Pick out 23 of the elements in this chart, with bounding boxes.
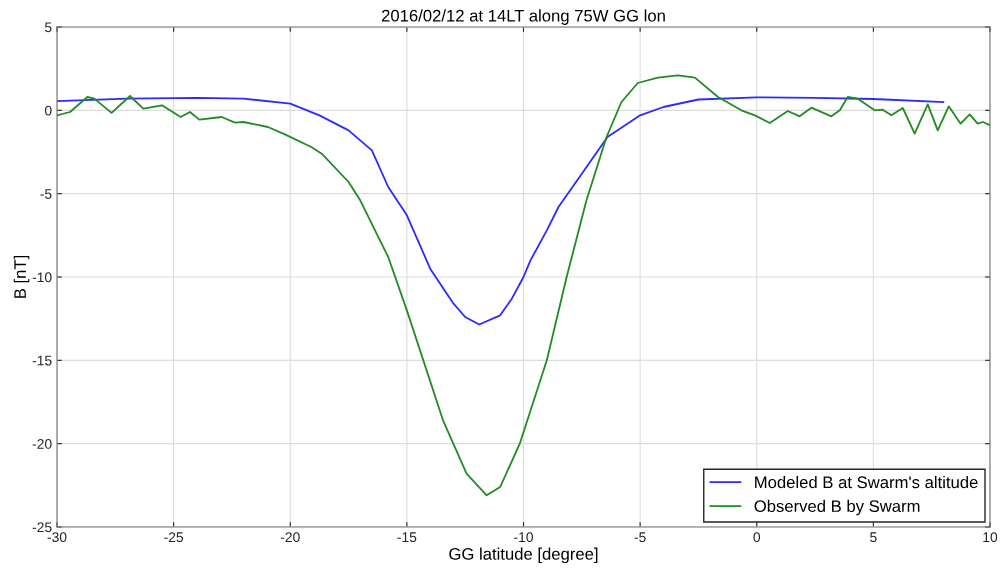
x-tick-label: 5 [870,532,877,543]
x-tick-label: -5 [634,532,646,543]
x-tick-label: -15 [397,532,417,543]
y-tick-label: -20 [32,439,52,449]
legend-label: Modeled B at Swarm's altitude [755,475,978,489]
line-series [57,96,945,326]
chart-title: 2016/02/12 at 14LT along 75W GG lon [381,9,665,25]
x-axis-title: GG latitude [degree] [449,547,598,564]
y-tick-label: 0 [44,105,52,116]
legend-label: Observed B by Swarm [754,499,920,516]
y-tick-label: -25 [32,522,52,533]
line-series [57,74,990,497]
x-tick-label: 10 [983,532,998,543]
x-tick-label: 0 [753,532,761,543]
y-tick-label: -5 [40,189,52,199]
x-tick-label: -30 [47,532,67,543]
x-tick-label: -25 [164,532,184,543]
y-tick-label: -15 [32,355,52,366]
y-tick-label: 5 [44,22,52,33]
x-tick-label: -20 [280,532,300,543]
y-tick-label: -10 [32,272,52,283]
x-tick-label: -10 [514,532,533,543]
y-axis-title: B [nT] [13,255,30,298]
